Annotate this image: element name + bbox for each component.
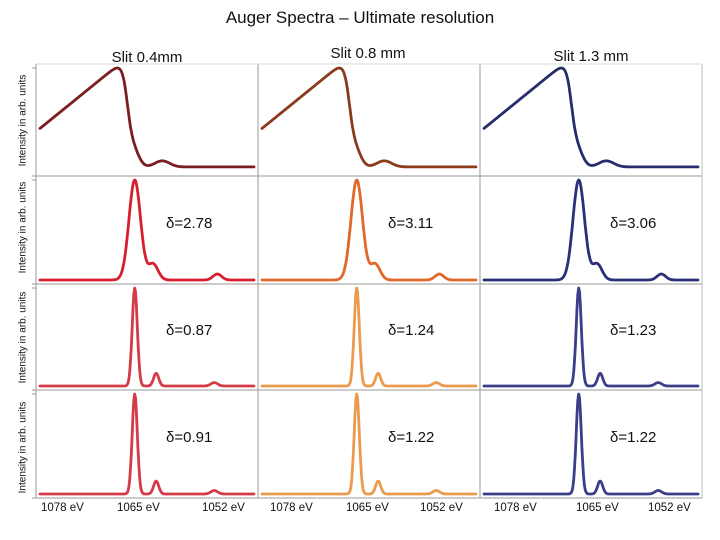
delta-annotation-r2c2: δ=3.11	[388, 215, 433, 232]
spectrum-line-r2c2	[260, 178, 478, 282]
spectrum-line-r4c2	[260, 392, 478, 496]
delta-annotation-r2c1: δ=2.78	[166, 215, 212, 232]
delta-annotation-r2c3: δ=3.06	[610, 215, 656, 232]
spectrum-line-r2c3	[482, 178, 700, 282]
column-title-2: Slit 0.8 mm	[330, 45, 406, 62]
x-tick-label: 1052 eV	[202, 502, 245, 514]
delta-annotation-r4c2: δ=1.22	[388, 429, 434, 446]
delta-annotation-r3c3: δ=1.23	[610, 322, 656, 339]
spectrum-line-r1c2	[260, 66, 478, 169]
spectrum-line-r1c3	[482, 66, 700, 169]
delta-annotation-r4c3: δ=1.22	[610, 429, 656, 446]
spectrum-line-r4c1	[38, 392, 256, 496]
x-tick-label: 1078 eV	[41, 502, 84, 514]
x-tick-label: 1065 eV	[117, 502, 160, 514]
x-tick-label: 1065 eV	[576, 502, 619, 514]
spectrum-line-r4c3	[482, 392, 700, 496]
spectrum-line-r2c1	[38, 178, 256, 282]
delta-annotation-r4c1: δ=0.91	[166, 429, 212, 446]
spectrum-line-r3c3	[482, 286, 700, 388]
spectrum-line-r3c1	[38, 286, 256, 388]
spectrum-line-r3c2	[260, 286, 478, 388]
spectrum-line-r1c1	[38, 66, 256, 169]
x-tick-label: 1078 eV	[270, 502, 313, 514]
column-title-3: Slit 1.3 mm	[553, 48, 629, 65]
figure-title: Auger Spectra – Ultimate resolution	[225, 8, 495, 27]
x-tick-label: 1052 eV	[420, 502, 463, 514]
x-tick-label: 1078 eV	[494, 502, 537, 514]
delta-annotation-r3c1: δ=0.87	[166, 322, 212, 339]
delta-annotation-r3c2: δ=1.24	[388, 322, 434, 339]
x-tick-label: 1065 eV	[346, 502, 389, 514]
x-tick-label: 1052 eV	[648, 502, 691, 514]
column-title-1: Slit 0.4mm	[111, 49, 183, 66]
